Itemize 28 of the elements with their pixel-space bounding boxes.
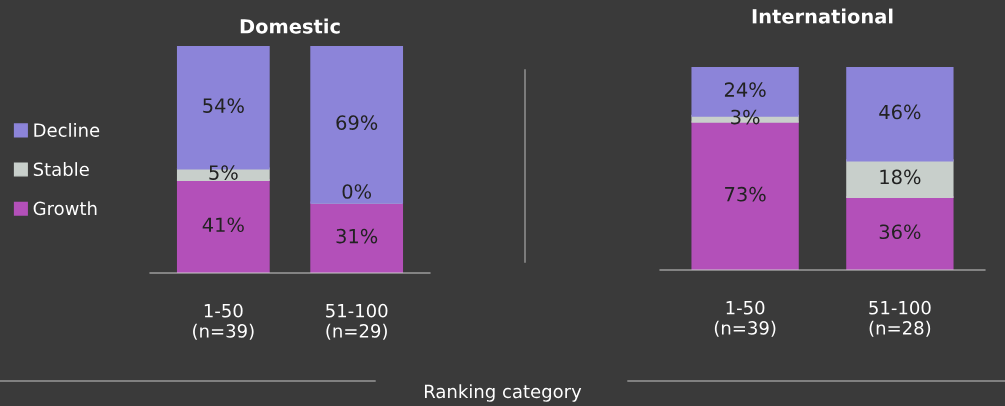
- legend-label: Stable: [33, 162, 89, 177]
- data-label: 0%: [342, 184, 372, 199]
- data-label: 36%: [879, 224, 921, 240]
- chart-title: International: [752, 8, 893, 24]
- legend-label: Decline: [34, 122, 100, 137]
- x-tick-label: 1-50 (n=39): [714, 300, 776, 337]
- legend-label: Growth: [33, 201, 97, 216]
- data-label: 3%: [731, 109, 760, 125]
- bar: [310, 46, 404, 204]
- data-label: 54%: [203, 98, 244, 113]
- bar: [846, 195, 954, 270]
- text: Ranking category: [424, 384, 582, 402]
- data-label: 31%: [336, 228, 378, 244]
- chart-title: Domestic: [240, 18, 340, 34]
- data-label: 46%: [879, 104, 921, 120]
- x-tick-label: 51-100 (n=28): [869, 300, 931, 337]
- x-tick-label: 51-100 (n=29): [326, 303, 388, 340]
- data-label: 24%: [724, 82, 766, 97]
- bar: [846, 159, 954, 198]
- x-tick-label: 1-50 (n=39): [193, 303, 254, 340]
- bar: [176, 178, 270, 273]
- data-label: 41%: [202, 217, 244, 233]
- bar: [310, 201, 404, 273]
- data-label: 18%: [880, 169, 921, 185]
- bar: [846, 67, 954, 162]
- data-label: 69%: [336, 115, 378, 130]
- data-label: 73%: [725, 186, 766, 202]
- data-label: 5%: [209, 165, 238, 180]
